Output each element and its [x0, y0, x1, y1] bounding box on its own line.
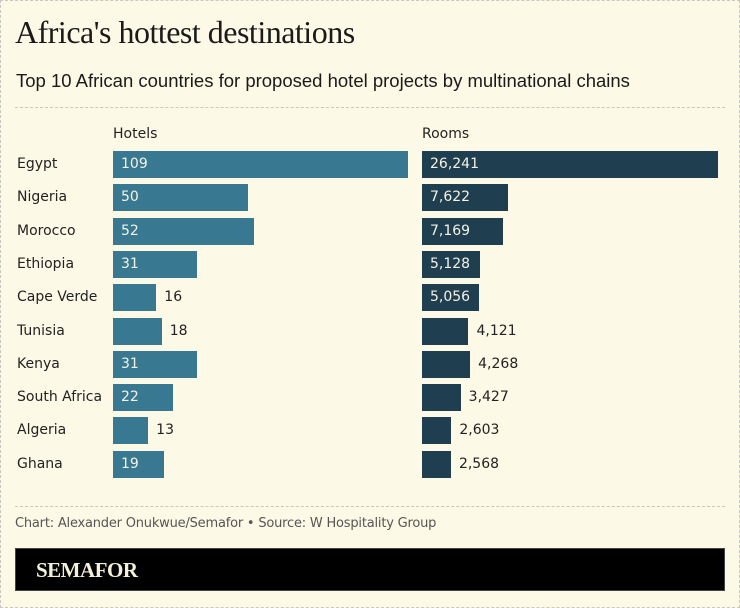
hotels-value-label: 19: [121, 456, 139, 472]
hotels-bar: [113, 184, 249, 211]
hotels-bar: [113, 384, 173, 411]
category-label: Algeria: [17, 422, 67, 438]
hotels-bar: [113, 251, 197, 278]
rooms-bar: [422, 284, 480, 311]
hotels-value-label: 31: [121, 356, 139, 372]
hotels-bar: [113, 318, 162, 345]
hotels-bar: [113, 218, 254, 245]
rooms-bar: [422, 251, 480, 278]
rooms-bar: [422, 451, 451, 478]
rooms-value-label: 4,121: [476, 323, 517, 339]
category-label: Morocco: [17, 223, 76, 239]
chart-credit: Chart: Alexander Onukwue/Semafor • Sourc…: [15, 516, 437, 531]
rooms-value-label: 7,169: [430, 223, 471, 239]
hotels-bar: [113, 151, 408, 178]
hotels-value-label: 109: [121, 156, 148, 172]
rooms-value-label: 2,568: [458, 456, 500, 472]
category-label: Ghana: [17, 456, 63, 472]
rooms-bar: [422, 184, 508, 211]
rooms-value-label: 5,056: [430, 289, 471, 305]
rooms-bar: [422, 384, 461, 411]
hotels-value-label: 18: [169, 323, 188, 339]
hotels-bar: [113, 284, 157, 311]
rooms-value-label: 4,268: [478, 356, 519, 372]
hotels-bar: [113, 451, 165, 478]
rooms-value-label: 3,427: [468, 389, 509, 405]
hotels-value-label: 16: [164, 289, 183, 305]
category-label: South Africa: [17, 389, 103, 405]
hotels-value-label: 50: [121, 189, 139, 205]
category-label: Cape Verde: [17, 289, 98, 305]
rooms-value-label: 26,241: [430, 156, 479, 172]
rooms-bar: [422, 151, 718, 178]
rooms-bar: [422, 318, 469, 345]
hotels-column-header: Hotels: [113, 126, 158, 142]
rooms-bar: [422, 218, 503, 245]
semafor-logo: SEMAFOR: [36, 558, 138, 582]
category-label: Ethiopia: [17, 256, 75, 272]
rooms-value-label: 2,603: [459, 422, 500, 438]
hotels-value-label: 52: [121, 223, 139, 239]
chart-subtitle: Top 10 African countries for proposed ho…: [16, 70, 630, 91]
rooms-value-label: 7,622: [430, 189, 471, 205]
hotels-value-label: 13: [156, 422, 174, 438]
top-divider: [15, 107, 725, 108]
rooms-bar: [422, 417, 452, 444]
category-label: Egypt: [17, 156, 58, 172]
hotels-bar: [113, 351, 197, 378]
category-label: Kenya: [17, 356, 60, 372]
hotels-value-label: 22: [121, 389, 139, 405]
rooms-value-label: 5,128: [430, 256, 471, 272]
hotels-bar: [113, 417, 149, 444]
logo-bar: SEMAFOR: [15, 548, 725, 591]
chart-title: Africa's hottest destinations: [15, 14, 355, 50]
hotels-value-label: 31: [121, 256, 139, 272]
rooms-column-header: Rooms: [422, 126, 470, 142]
rooms-bar: [422, 351, 471, 378]
category-label: Tunisia: [17, 323, 65, 339]
bottom-divider: [15, 506, 725, 507]
category-label: Nigeria: [17, 189, 68, 205]
